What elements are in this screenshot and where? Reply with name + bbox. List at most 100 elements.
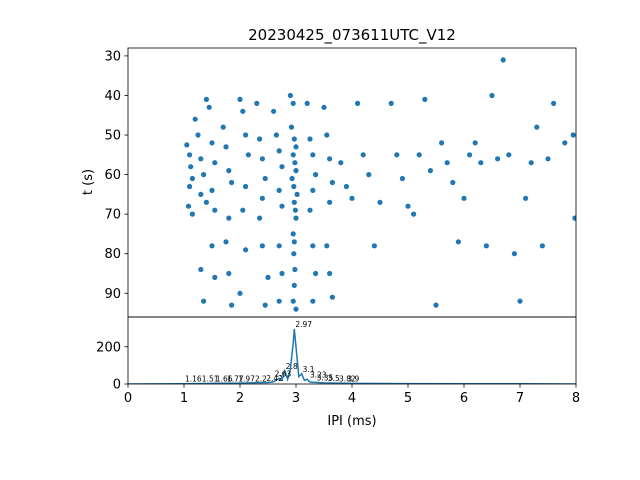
y-tick-label: 80 [104,247,121,262]
scatter-point [539,243,546,249]
peak-label: 2.97 [295,320,312,329]
scatter-point [212,207,218,213]
scatter-point [229,179,235,186]
scatter-point [455,239,461,245]
scatter-point [483,243,489,249]
peak-label: 3.5 [328,374,340,383]
scatter-point [259,243,265,249]
scatter-point [287,92,293,99]
scatter-point [254,100,260,106]
scatter-point [262,175,268,182]
x-tick-label: 3 [292,391,300,406]
scatter-point [279,164,285,170]
scatter-point [467,152,473,158]
scatter-point [291,251,297,257]
x-tick-label: 8 [572,391,580,406]
scatter-point [377,199,383,205]
scatter-point [290,298,296,304]
scatter-point [262,302,268,308]
scatter-point [271,108,277,114]
scatter-point [293,306,299,312]
scatter-point [209,243,215,249]
scatter-point [444,160,450,166]
y-tick-label: 90 [104,287,121,302]
scatter-point [292,266,298,273]
scatter-point [324,132,330,138]
scatter-point [226,168,232,174]
scatter-point [293,168,299,174]
x-tick-label: 5 [404,391,412,406]
peak-label: 3.23 [310,370,327,379]
scatter-point [245,152,251,158]
scatter-point [192,116,198,122]
scatter-point [243,183,249,190]
scatter-point [226,215,232,221]
peak-label: 2.8 [286,362,298,371]
scatter-point [291,183,297,190]
scatter-plot: 30 40 50 60 70 80 90 [104,47,577,318]
scatter-point [189,211,195,217]
scatter-point [198,266,204,273]
scatter-point [273,132,279,138]
scatter-point [360,152,366,158]
peak-label: 3.1 [303,365,315,374]
scatter-point [313,172,319,178]
scatter-point [237,290,243,296]
scatter-point [327,156,333,162]
scatter-point [184,142,190,148]
scatter-point [439,140,445,146]
scatter-point [293,215,299,221]
y-tick-label: 50 [104,129,121,144]
y-tick-label: 60 [104,168,121,183]
scatter-point [329,179,335,186]
scatter-point [310,298,316,304]
scatter-point [349,195,355,201]
scatter-point [290,152,296,158]
x-tick-label: 0 [124,391,132,406]
scatter-point [201,298,207,304]
scatter-point [517,298,523,304]
scatter-point [528,160,534,166]
scatter-point [511,251,517,257]
scatter-point [243,247,249,253]
peak-label: 2.63 [275,369,292,378]
y-tick-label: 200 [96,340,121,355]
y-tick-label: 70 [104,208,121,223]
scatter-point [198,156,204,162]
scatter-point [313,270,319,277]
x-tick-label: 4 [348,391,356,406]
scatter-point [307,136,313,142]
scatter-point [570,132,576,138]
scatter-point [562,140,568,146]
scatter-point [276,148,282,154]
scatter-point [338,160,344,166]
scatter-point [288,124,295,130]
scatter-point [294,191,300,197]
scatter-point [304,100,310,106]
scatter-point [388,100,394,106]
scatter-point [185,203,192,209]
scatter-point [291,199,297,205]
scatter-point [399,175,405,182]
scatter-point [243,132,249,138]
scatter-point [290,100,296,106]
scatter-point [209,140,215,146]
chart-title: 20230425_073611UTC_V12 [248,26,456,45]
scatter-point [324,243,330,249]
scatter-point [203,96,209,102]
peak-label: 1.16 [185,375,202,384]
scatter-points [184,57,576,312]
scatter-point [276,243,282,249]
scatter-point [240,108,246,114]
scatter-point [327,199,333,205]
scatter-point [257,215,263,221]
scatter-point [366,172,372,178]
scatter-point [195,132,201,138]
x-tick-label: 1 [180,391,188,406]
scatter-point [450,179,456,186]
scatter-point [416,152,422,158]
peak-label: 3.82 [339,374,356,383]
scatter-point [279,203,285,209]
scatter-point [209,187,215,193]
